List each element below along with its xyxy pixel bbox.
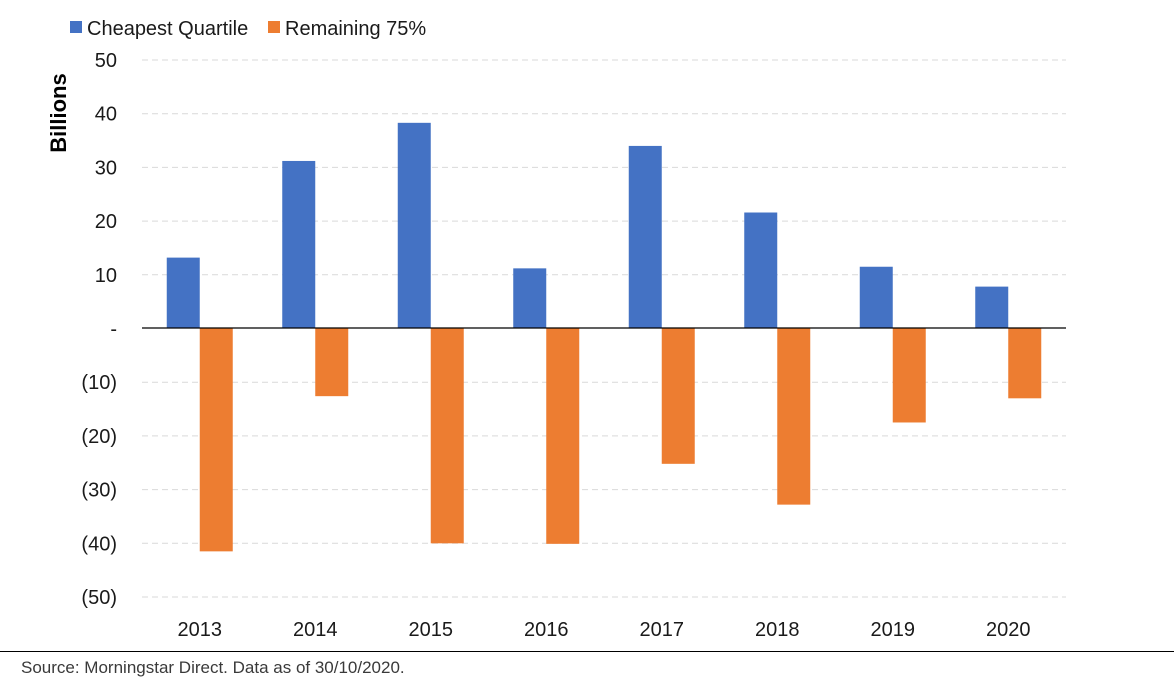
legend-swatch-cheapest-quartile: [70, 21, 82, 33]
bar-remaining-75: [315, 328, 349, 397]
y-tick-label: 50: [95, 50, 117, 72]
x-tick-label: 2018: [755, 619, 800, 641]
y-tick-label: (40): [81, 533, 117, 555]
y-tick-label: 30: [95, 157, 117, 179]
x-tick-label: 2019: [871, 619, 916, 641]
source-note: Source: Morningstar Direct. Data as of 3…: [21, 658, 405, 677]
y-axis-title: Billions: [46, 73, 71, 152]
legend: Cheapest Quartile Remaining 75%: [70, 18, 426, 40]
y-tick-label: -: [110, 319, 117, 341]
bar-cheapest-quartile: [859, 266, 893, 329]
bar-cheapest-quartile: [975, 286, 1009, 329]
y-tick-label: 40: [95, 104, 117, 126]
bar-remaining-75: [199, 328, 233, 552]
y-tick-label: 20: [95, 211, 117, 233]
bar-cheapest-quartile: [282, 160, 316, 329]
bars: [166, 122, 1042, 552]
bar-remaining-75: [777, 328, 811, 505]
x-tick-label: 2013: [178, 619, 223, 641]
x-tick-label: 2017: [640, 619, 685, 641]
bar-remaining-75: [546, 328, 580, 544]
x-tick-label: 2014: [293, 619, 338, 641]
bar-remaining-75: [430, 328, 464, 544]
y-tick-label: (50): [81, 587, 117, 609]
x-tick-label: 2015: [409, 619, 454, 641]
bar-remaining-75: [661, 328, 695, 464]
legend-label-remaining-75: Remaining 75%: [285, 18, 426, 40]
legend-swatch-remaining-75: [268, 21, 280, 33]
bar-cheapest-quartile: [513, 268, 547, 329]
legend-label-cheapest-quartile: Cheapest Quartile: [87, 18, 248, 40]
x-tick-label: 2016: [524, 619, 569, 641]
bar-remaining-75: [892, 328, 926, 423]
bar-cheapest-quartile: [628, 145, 662, 329]
bar-remaining-75: [1008, 328, 1042, 399]
y-tick-label: (20): [81, 426, 117, 448]
bar-cheapest-quartile: [744, 212, 778, 329]
y-tick-label: (10): [81, 372, 117, 394]
y-tick-label: 10: [95, 265, 117, 287]
bar-cheapest-quartile: [166, 257, 200, 329]
y-tick-label: (30): [81, 480, 117, 502]
x-axis-ticks: 2013 2014 2015 2016 2017 2018 2019 2020: [178, 619, 1031, 641]
x-tick-label: 2020: [986, 619, 1031, 641]
bar-cheapest-quartile: [397, 122, 431, 329]
y-axis-ticks: 50 40 30 20 10 - (10) (20) (30) (40) (50): [81, 50, 117, 609]
